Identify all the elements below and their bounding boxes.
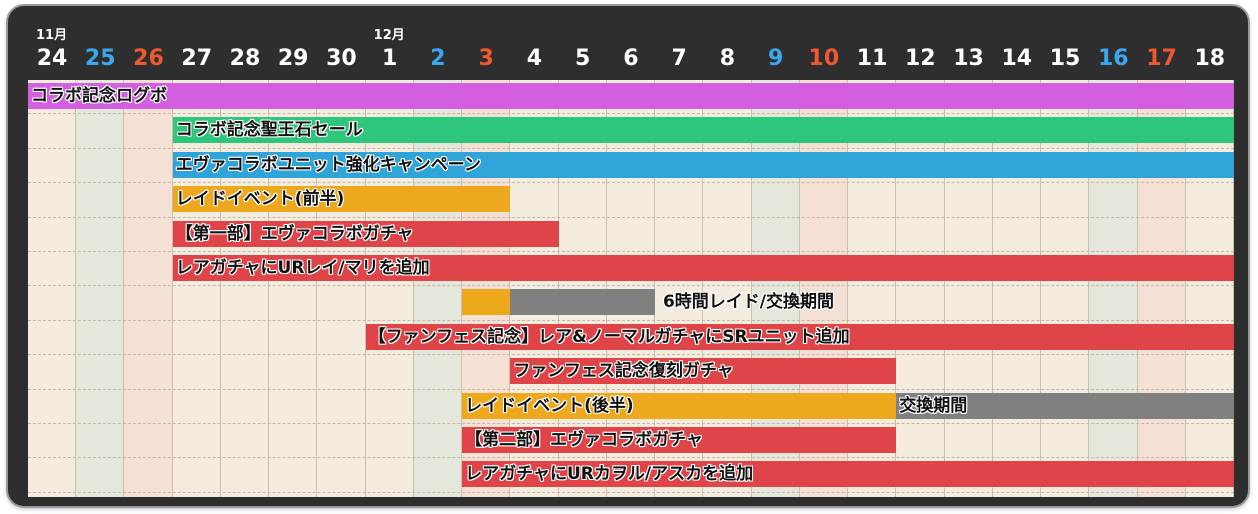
- day-column: [172, 80, 221, 497]
- day-label: 13: [953, 46, 984, 71]
- day-label: 30: [326, 46, 357, 71]
- day-label: 26: [133, 46, 164, 71]
- day-label: 5: [574, 46, 591, 71]
- event-label: 【ファンフェス記念】レア&ノーマルガチャにSRユニット追加: [368, 326, 850, 347]
- day-column: [1041, 80, 1090, 497]
- event-label: 6時間レイド/交換期間: [662, 292, 834, 313]
- event-label: ファンフェス記念復刻ガチャ: [513, 361, 734, 382]
- day-label: 2: [430, 46, 446, 71]
- event-label: コラボ記念ログボ: [31, 86, 167, 106]
- day-label: 25: [84, 46, 116, 71]
- day-column: [365, 80, 414, 497]
- event-bar: [172, 186, 511, 213]
- day-label: 16: [1097, 46, 1129, 71]
- day-label: 9: [767, 46, 784, 71]
- day-column: [1137, 80, 1186, 497]
- event-bar: [462, 461, 1234, 488]
- event-label: レイドイベント(後半): [465, 395, 634, 416]
- day-label: 3: [478, 46, 494, 71]
- row-separator: [28, 491, 1234, 493]
- schedule-grid: コラボ記念ログボ コラボ記念聖王石セール エヴァコラボユニット強化キャンペーン レイド…: [28, 80, 1234, 497]
- day-column: [28, 80, 77, 497]
- day-label: 28: [229, 46, 261, 71]
- row-separator: [28, 251, 1234, 252]
- day-column: [1185, 80, 1234, 497]
- day-label: 14: [1001, 46, 1033, 71]
- event-label: 【第一部】エヴァコラボガチャ: [175, 223, 414, 244]
- event-bar: [172, 220, 559, 247]
- event-bar: [172, 255, 1234, 281]
- row-separator: [28, 216, 1234, 218]
- day-label: 24: [36, 46, 68, 71]
- day-label: 10: [808, 46, 840, 71]
- event-label: エヴァコラボユニット強化キャンペーン: [175, 154, 481, 175]
- day-column: [269, 80, 318, 497]
- event-bar: [510, 289, 656, 316]
- event-label: レアガチャにURカヲル/アスカを追加: [465, 464, 754, 485]
- event-bar: [172, 117, 1234, 144]
- day-column: [944, 80, 993, 497]
- day-label: 11: [856, 46, 888, 71]
- event-bar: [172, 151, 1234, 178]
- row-separator: [28, 182, 1234, 184]
- day-column: [896, 80, 945, 497]
- day-label: 18: [1194, 46, 1226, 71]
- event-label: レアガチャにURレイ/マリを追加: [175, 258, 430, 278]
- event-label: コラボ記念聖王石セール: [175, 120, 363, 141]
- row-separator: [28, 285, 1234, 287]
- day-column: [413, 80, 463, 497]
- event-label: 交換期間: [899, 395, 968, 416]
- day-label: 6: [623, 46, 639, 71]
- day-column: [317, 80, 366, 497]
- day-label: 1: [382, 46, 398, 71]
- day-label: 7: [671, 46, 687, 71]
- day-label: 29: [277, 46, 309, 71]
- row-separator: [28, 113, 1234, 115]
- day-column: [992, 80, 1042, 497]
- event-label: 【第二部】エヴァコラボガチャ: [465, 430, 703, 450]
- event-label: レイドイベント(前半): [175, 189, 345, 210]
- row-separator: [28, 423, 1234, 424]
- event-bar: [510, 358, 897, 385]
- event-bar: [462, 427, 897, 453]
- day-label: 15: [1049, 46, 1081, 71]
- month-label: 11月: [36, 28, 68, 43]
- day-label: 4: [526, 46, 543, 71]
- day-column: [220, 80, 270, 497]
- event-bar: [462, 392, 897, 419]
- day-label: 17: [1146, 46, 1177, 71]
- day-column: [1089, 80, 1138, 497]
- row-separator: [28, 354, 1234, 356]
- row-separator: [28, 319, 1234, 321]
- month-label: 12月: [373, 28, 405, 43]
- event-bar: [462, 289, 511, 316]
- day-label: 27: [181, 46, 213, 71]
- row-separator: [28, 147, 1234, 149]
- day-label: 12: [905, 46, 936, 71]
- day-column: [76, 80, 125, 497]
- event-bar: [365, 323, 1234, 350]
- event-bar: [28, 83, 1234, 109]
- event-bar: [896, 392, 1234, 419]
- row-separator: [28, 457, 1234, 459]
- row-separator: [28, 388, 1234, 390]
- day-label: 8: [719, 46, 736, 71]
- day-column: [124, 80, 173, 497]
